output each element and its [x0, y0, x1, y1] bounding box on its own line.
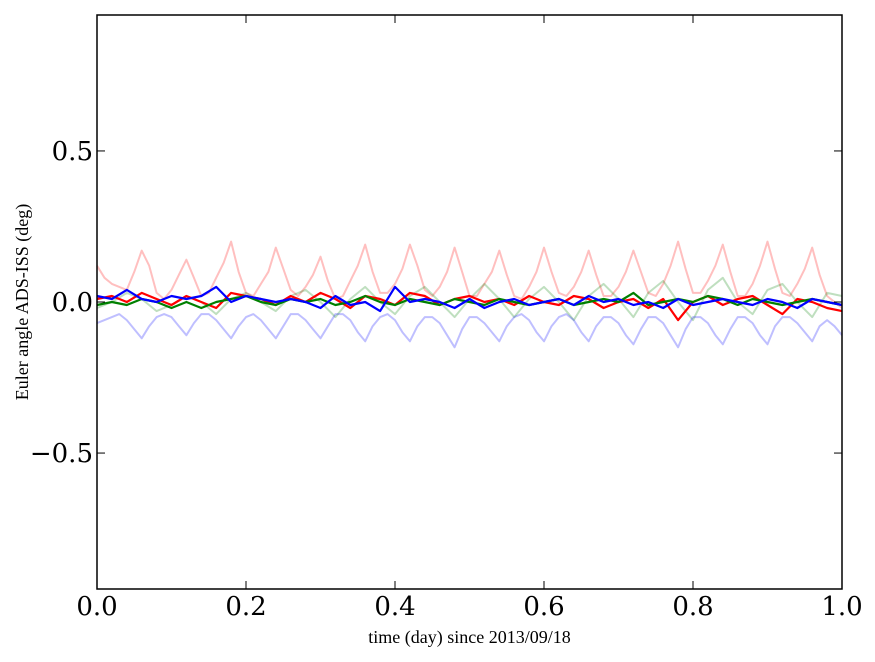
- x-tick-label: 0.0: [76, 592, 117, 622]
- x-tick-label: 1.0: [821, 592, 862, 622]
- tick-marks-group: [96, 15, 843, 589]
- series-line-4: [96, 291, 843, 322]
- y-tick-label: −0.5: [30, 439, 93, 469]
- series-line-5: [96, 291, 843, 310]
- x-tick-label: 0.4: [374, 592, 415, 622]
- y-axis-label: Euler angle ADS-ISS (deg): [12, 204, 33, 400]
- x-axis-label: time (day) since 2013/09/18: [368, 627, 570, 648]
- data-series-group: [96, 240, 843, 349]
- series-line-6: [96, 285, 843, 313]
- series-line-3: [96, 313, 843, 349]
- y-tick-label: 0.0: [52, 288, 93, 318]
- y-tick-label: 0.5: [52, 137, 93, 167]
- x-tick-label: 0.2: [225, 592, 266, 622]
- tick-labels-group: 0.0 0.2 0.4 0.6 0.8 1.0 −0.5 0.0 0.5: [30, 137, 863, 622]
- x-tick-label: 0.8: [672, 592, 713, 622]
- x-tick-label: 0.6: [523, 592, 564, 622]
